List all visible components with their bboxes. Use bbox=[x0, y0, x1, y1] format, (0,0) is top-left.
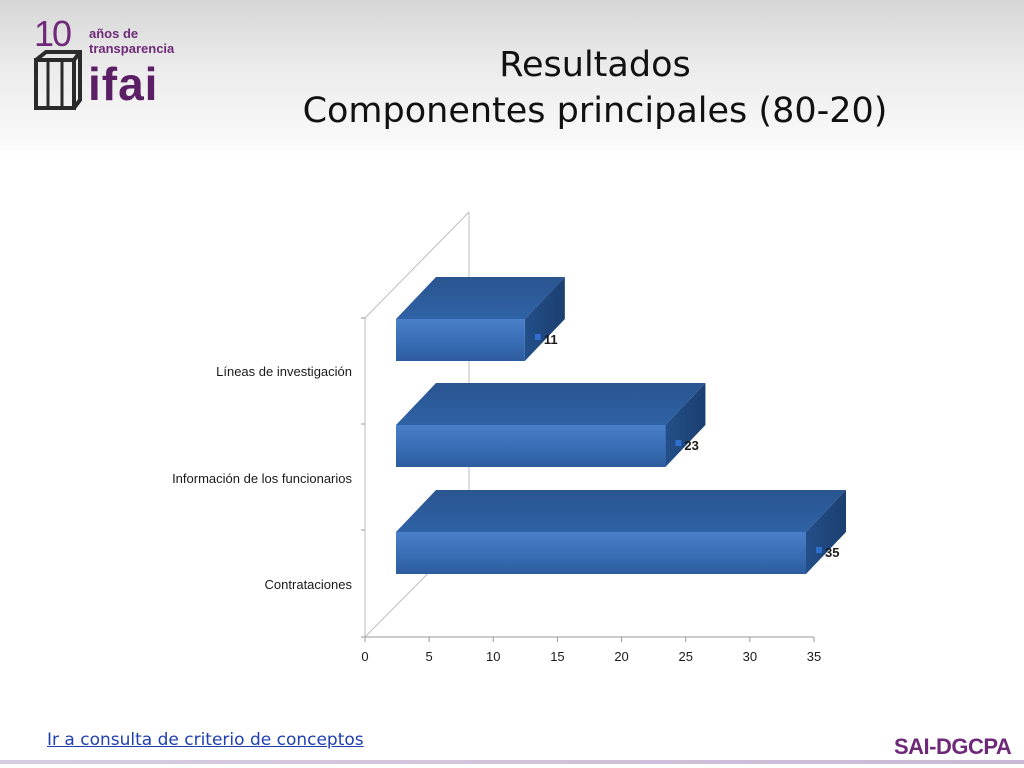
data-label: 23 bbox=[684, 438, 698, 453]
y-category-label: Líneas de investigación bbox=[216, 364, 352, 379]
bar-2: 23 bbox=[396, 383, 706, 467]
logo-tagline: años de transparencia bbox=[89, 26, 174, 56]
data-label-marker bbox=[816, 547, 822, 553]
bar-top-face bbox=[396, 490, 846, 532]
x-tick-label: 10 bbox=[486, 649, 500, 664]
bar-1: 35 bbox=[396, 490, 846, 574]
y-category-label: Información de los funcionarios bbox=[172, 471, 352, 486]
bar-top-face bbox=[396, 277, 565, 319]
x-tick-label: 20 bbox=[614, 649, 628, 664]
footer-divider bbox=[0, 760, 1024, 764]
y-axis-labels: Contrataciones Información de los funcion… bbox=[172, 364, 352, 592]
ifai-logo: 10 años de transparencia ifai bbox=[26, 12, 186, 120]
data-label-marker bbox=[675, 440, 682, 446]
title-line-2: Componentes principales (80-20) bbox=[302, 91, 888, 131]
logo-brand: ifai bbox=[88, 58, 159, 110]
y-category-label: Contrataciones bbox=[265, 577, 353, 592]
x-tick-label: 35 bbox=[807, 649, 821, 664]
logo-box-icon bbox=[34, 50, 82, 110]
footer-brand: SAI-DGCPA bbox=[894, 734, 1012, 759]
bar-front-face bbox=[396, 425, 666, 467]
data-label: 35 bbox=[825, 545, 839, 560]
title-line-1: Resultados bbox=[499, 45, 691, 85]
x-tick-label: 25 bbox=[678, 649, 692, 664]
slide-title: Resultados Componentes principales (80-2… bbox=[200, 42, 990, 134]
x-tick-label: 30 bbox=[743, 649, 757, 664]
bar-top-face bbox=[396, 383, 706, 425]
logo-tagline-line2: transparencia bbox=[89, 41, 175, 56]
logo-tagline-line1: años de bbox=[89, 26, 139, 41]
data-label: 11 bbox=[544, 332, 558, 347]
criteria-link[interactable]: Ir a consulta de criterio de conceptos bbox=[47, 730, 364, 750]
chart-bars: 35 23 11 bbox=[396, 277, 846, 574]
bar-front-face bbox=[396, 532, 806, 574]
bar-3: 11 bbox=[396, 277, 565, 361]
x-axis-ticks: 0 5 10 15 20 25 30 35 bbox=[361, 637, 821, 664]
data-label-marker bbox=[534, 334, 541, 340]
left-wall-top-edge bbox=[364, 211, 470, 319]
x-tick-label: 0 bbox=[361, 649, 368, 664]
x-tick-label: 15 bbox=[550, 649, 564, 664]
x-tick-label: 5 bbox=[426, 649, 433, 664]
logo-number: 10 bbox=[34, 13, 72, 54]
bar-front-face bbox=[396, 319, 525, 361]
